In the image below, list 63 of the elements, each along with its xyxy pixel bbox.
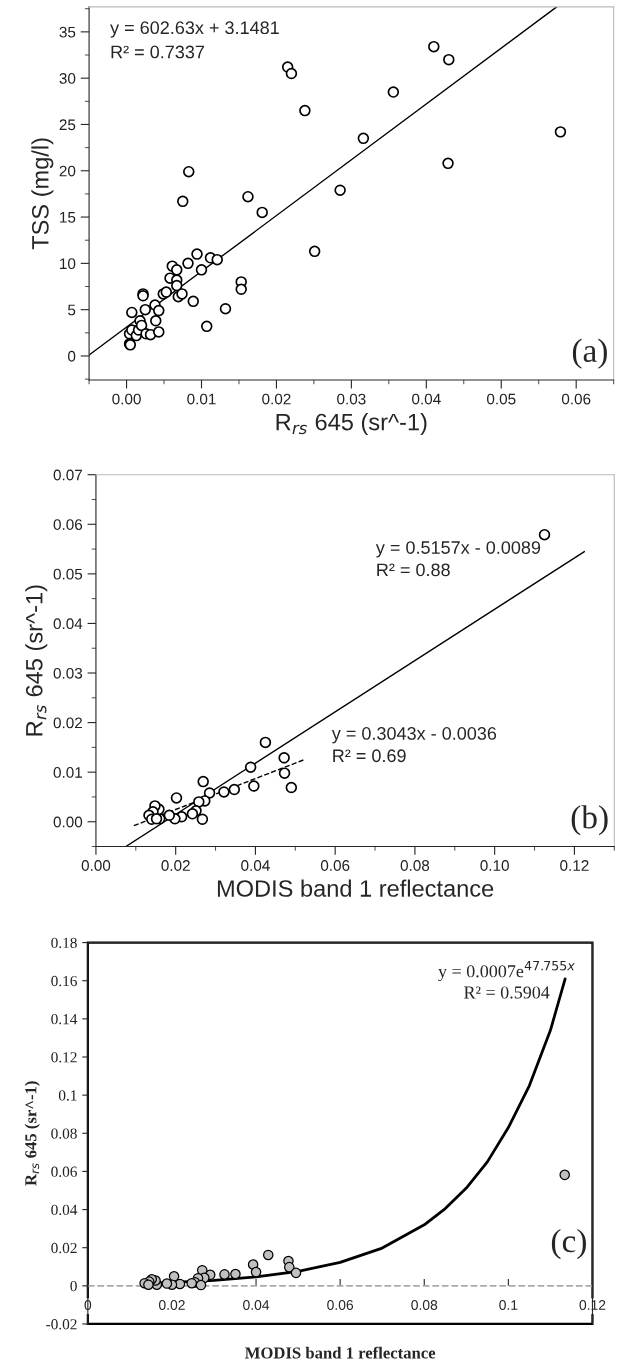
y-tick-label: 0.06 xyxy=(53,519,83,530)
x-tick-label: 0.02 xyxy=(262,393,291,405)
y-tick-label: 0.18 xyxy=(51,937,77,949)
y-axis-title: R$_{rs}$ 645 (sr^-1) xyxy=(25,585,48,736)
x-tick-label: 0.10 xyxy=(480,860,509,871)
y-tick-label: 0.02 xyxy=(53,717,82,729)
annotation: (c) xyxy=(551,1228,586,1260)
x-tick-label: 0.02 xyxy=(158,1300,185,1310)
y-tick-label: 0.16 xyxy=(51,975,77,987)
y-tick-label: 25 xyxy=(59,119,76,131)
annotation: R² = 0.69 xyxy=(333,749,406,763)
y-tick-label: 0.14 xyxy=(51,1013,78,1025)
annotation: (b) xyxy=(571,805,608,836)
annotation: R² = 0.88 xyxy=(377,563,450,577)
y-tick-label: 0.04 xyxy=(53,618,83,630)
x-tick-label: 0.08 xyxy=(400,860,430,871)
y-tick-label: 0.01 xyxy=(53,767,82,778)
y-tick-label: 30 xyxy=(59,73,76,84)
y-tick-label: 0.00 xyxy=(53,816,83,828)
x-tick-label: 0.00 xyxy=(112,393,141,405)
x-tick-label: 0.12 xyxy=(560,860,589,871)
y-tick-label: 20 xyxy=(59,165,76,177)
annotation: y = 0.3043x - 0.0036 xyxy=(331,727,497,744)
annotation: R² = 0.7337 xyxy=(111,45,205,59)
y-tick-label: 0.08 xyxy=(51,1128,77,1139)
y-tick-label: 0.07 xyxy=(53,469,82,481)
y-tick-label: 0.12 xyxy=(51,1052,77,1063)
annotation: R² = 0.5904 xyxy=(464,986,550,999)
annotation: y = 602.63x + 3.1481 xyxy=(110,21,279,38)
x-tick-label: 0.06 xyxy=(327,1300,354,1310)
x-tick-label: 0.04 xyxy=(412,393,441,405)
y-axis-title: TSS (mg/l) xyxy=(31,138,54,250)
y-axis-title: R$_{rs}$ 645 (sr^-1) xyxy=(24,1081,40,1186)
x-tick-label: 0.06 xyxy=(320,860,350,871)
y-tick-label: 15 xyxy=(60,212,76,223)
x-axis-title: MODIS band 1 reflectance xyxy=(245,1346,436,1359)
x-axis-title: MODIS band 1 reflectance xyxy=(217,879,494,897)
x-tick-label: 0.04 xyxy=(243,1300,270,1310)
y-tick-label: 0.03 xyxy=(53,667,83,679)
x-tick-label: 0.02 xyxy=(161,860,190,871)
x-tick-label: 0.08 xyxy=(411,1300,438,1310)
y-tick-label: 0.06 xyxy=(51,1166,77,1177)
annotation: y = 0.5157x - 0.0089 xyxy=(375,541,541,558)
y-tick-label: 35 xyxy=(59,26,76,38)
x-tick-label: 0.00 xyxy=(81,860,111,871)
annotation: (a) xyxy=(572,338,607,369)
annotation: y = 0.0007e$^{47.755x}$ xyxy=(438,961,575,982)
y-tick-label: 0.04 xyxy=(51,1204,78,1216)
y-tick-label: -0.02 xyxy=(46,1319,77,1330)
y-tick-label: 0 xyxy=(68,350,76,362)
y-tick-label: 0.02 xyxy=(51,1242,77,1254)
x-tick-label: 0.03 xyxy=(337,393,366,405)
x-tick-label: 0.01 xyxy=(187,393,216,405)
x-tick-label: 0.1 xyxy=(499,1300,518,1310)
y-tick-label: 0.1 xyxy=(58,1090,77,1101)
x-axis-title: R$_{rs}$ 645 (sr^-1) xyxy=(276,413,427,436)
x-tick-label: 0.06 xyxy=(561,393,591,405)
y-tick-label: 10 xyxy=(60,258,76,270)
y-tick-label: 0 xyxy=(70,1280,77,1292)
x-tick-label: 0.04 xyxy=(241,860,270,871)
y-tick-label: 5 xyxy=(68,304,76,316)
x-tick-label: 0.05 xyxy=(486,393,516,405)
y-tick-label: 0.05 xyxy=(53,568,83,580)
